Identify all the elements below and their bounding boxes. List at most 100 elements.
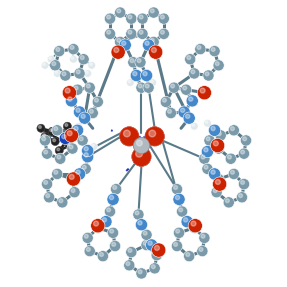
Circle shape xyxy=(241,135,252,146)
Circle shape xyxy=(56,48,60,51)
Circle shape xyxy=(204,165,208,169)
Circle shape xyxy=(48,127,56,135)
Circle shape xyxy=(87,107,98,119)
Circle shape xyxy=(92,222,103,233)
Circle shape xyxy=(65,130,76,141)
Circle shape xyxy=(107,30,110,34)
Circle shape xyxy=(50,129,53,131)
Circle shape xyxy=(115,36,126,48)
Circle shape xyxy=(185,54,196,65)
Circle shape xyxy=(137,140,142,146)
Circle shape xyxy=(210,138,225,153)
Circle shape xyxy=(59,199,63,203)
Circle shape xyxy=(206,137,210,141)
Circle shape xyxy=(61,134,69,142)
Circle shape xyxy=(68,129,77,137)
Circle shape xyxy=(205,121,208,123)
Circle shape xyxy=(74,86,78,90)
Circle shape xyxy=(192,124,195,127)
Circle shape xyxy=(188,219,202,233)
Circle shape xyxy=(126,28,137,39)
Circle shape xyxy=(137,59,141,63)
Circle shape xyxy=(57,148,60,151)
Circle shape xyxy=(84,82,95,93)
Circle shape xyxy=(201,234,205,238)
Circle shape xyxy=(42,179,53,190)
Circle shape xyxy=(128,30,132,34)
Circle shape xyxy=(135,57,146,68)
Circle shape xyxy=(213,177,227,191)
Circle shape xyxy=(110,184,122,195)
Circle shape xyxy=(85,71,88,74)
Circle shape xyxy=(148,36,159,48)
Circle shape xyxy=(183,86,187,90)
Circle shape xyxy=(136,150,142,157)
Circle shape xyxy=(209,46,220,57)
Circle shape xyxy=(189,97,193,101)
Circle shape xyxy=(42,148,53,159)
Circle shape xyxy=(225,153,236,164)
Circle shape xyxy=(100,253,103,257)
Circle shape xyxy=(92,144,94,147)
Circle shape xyxy=(171,241,183,252)
Circle shape xyxy=(149,45,163,59)
Circle shape xyxy=(132,147,151,166)
Circle shape xyxy=(82,232,93,243)
Circle shape xyxy=(200,88,205,93)
Circle shape xyxy=(84,153,88,157)
Circle shape xyxy=(143,71,147,76)
Circle shape xyxy=(151,250,162,261)
Circle shape xyxy=(173,227,185,238)
Circle shape xyxy=(82,145,94,157)
Circle shape xyxy=(133,137,150,154)
Circle shape xyxy=(76,170,80,174)
Circle shape xyxy=(39,135,51,146)
Circle shape xyxy=(189,97,193,101)
Circle shape xyxy=(140,69,153,82)
Circle shape xyxy=(168,109,171,113)
Circle shape xyxy=(151,265,155,269)
Circle shape xyxy=(102,218,106,222)
Circle shape xyxy=(97,251,108,262)
Circle shape xyxy=(70,45,74,49)
Circle shape xyxy=(126,13,137,24)
Circle shape xyxy=(130,59,134,63)
Circle shape xyxy=(50,60,61,71)
Circle shape xyxy=(181,216,193,228)
Circle shape xyxy=(195,44,206,55)
Circle shape xyxy=(189,222,200,233)
Circle shape xyxy=(86,247,90,251)
Circle shape xyxy=(71,57,74,59)
Circle shape xyxy=(62,72,66,76)
Circle shape xyxy=(94,221,98,226)
Circle shape xyxy=(179,208,183,212)
Circle shape xyxy=(204,148,208,152)
Circle shape xyxy=(133,71,137,76)
Circle shape xyxy=(82,165,86,169)
Circle shape xyxy=(130,69,142,82)
Circle shape xyxy=(241,150,245,154)
Circle shape xyxy=(241,181,245,184)
Circle shape xyxy=(141,239,152,251)
Circle shape xyxy=(73,106,86,118)
Circle shape xyxy=(205,72,209,76)
Circle shape xyxy=(197,245,208,257)
Circle shape xyxy=(109,195,114,200)
Circle shape xyxy=(67,173,78,185)
Circle shape xyxy=(238,148,250,159)
Circle shape xyxy=(199,153,210,164)
Circle shape xyxy=(208,124,221,136)
Circle shape xyxy=(63,136,66,139)
Circle shape xyxy=(78,54,89,65)
Circle shape xyxy=(181,108,185,112)
Circle shape xyxy=(174,186,178,189)
Circle shape xyxy=(111,45,125,59)
Circle shape xyxy=(225,199,229,203)
Circle shape xyxy=(75,122,82,130)
Circle shape xyxy=(184,251,195,262)
Circle shape xyxy=(215,145,219,149)
Circle shape xyxy=(112,243,116,246)
Circle shape xyxy=(183,218,188,222)
Circle shape xyxy=(168,82,180,93)
Circle shape xyxy=(228,125,239,136)
